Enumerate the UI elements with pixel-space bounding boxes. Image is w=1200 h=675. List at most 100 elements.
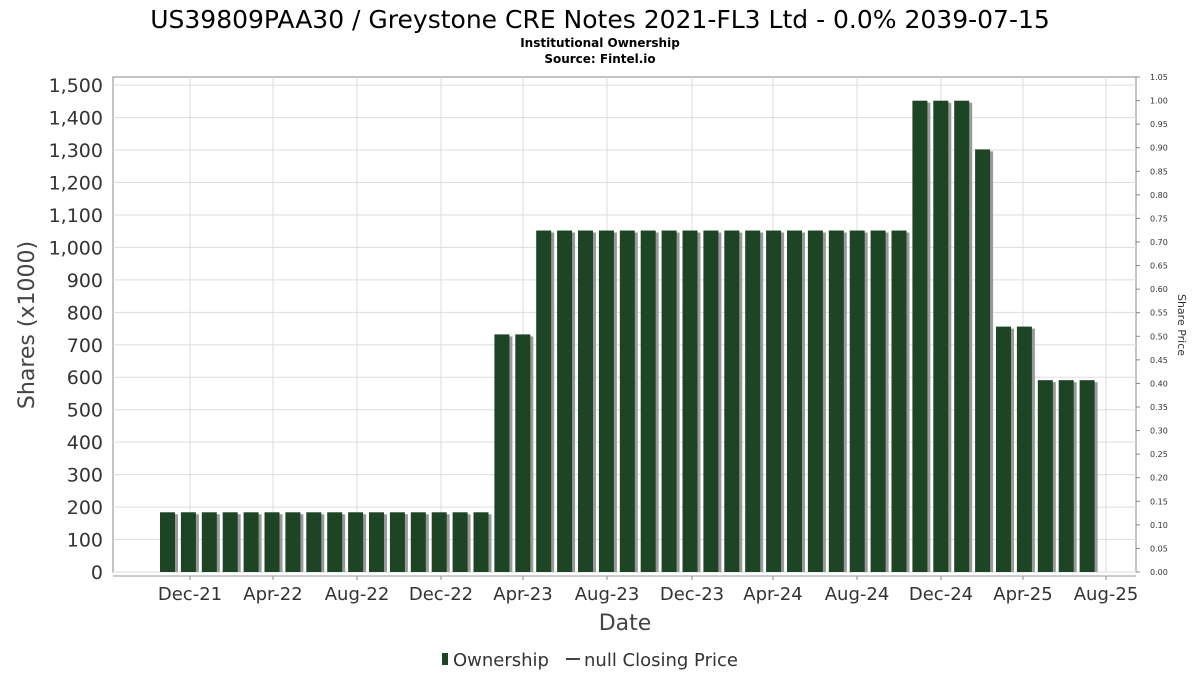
ownership-bar xyxy=(348,512,364,572)
ownership-bar xyxy=(557,230,573,573)
y2-tick-label: 0.45 xyxy=(1150,356,1168,365)
y-tick-label: 1,200 xyxy=(49,172,103,194)
ownership-bar xyxy=(494,334,510,572)
ownership-bar xyxy=(410,512,426,572)
y-tick-label: 1,000 xyxy=(49,237,103,259)
ownership-bar xyxy=(243,512,259,572)
y-tick-label: 0 xyxy=(91,562,103,584)
ownership-bar xyxy=(724,230,740,573)
ownership-bar xyxy=(160,512,175,572)
ownership-bar xyxy=(954,100,970,573)
ownership-bar xyxy=(787,230,802,573)
y2-tick-label: 0.85 xyxy=(1150,167,1168,176)
ownership-bar xyxy=(849,230,865,573)
y2-tick-label: 0.05 xyxy=(1150,544,1168,553)
legend-ownership-swatch xyxy=(442,653,448,665)
y2-tick-label: 0.20 xyxy=(1150,474,1168,483)
ownership-bar xyxy=(640,230,656,573)
x-tick-label: Aug-23 xyxy=(575,584,640,605)
ownership-bar xyxy=(222,512,238,572)
y-tick-label: 400 xyxy=(67,432,103,454)
ownership-bar xyxy=(515,334,531,572)
x-tick-label: Dec-23 xyxy=(660,584,724,605)
chart-source: Source: Fintel.io xyxy=(544,52,655,66)
y2-tick-label: 0.55 xyxy=(1150,309,1168,318)
x-tick-label: Dec-22 xyxy=(409,584,473,605)
ownership-bar xyxy=(180,512,196,572)
ownership-bar xyxy=(682,230,698,573)
x-axis-label: Date xyxy=(599,611,652,636)
ownership-bar xyxy=(828,230,844,573)
ownership-bar xyxy=(536,230,552,573)
y2-tick-label: 0.90 xyxy=(1150,144,1168,153)
ownership-bar xyxy=(431,512,447,572)
ownership-bar xyxy=(870,230,886,573)
y-tick-label: 200 xyxy=(67,497,103,519)
y2-tick-label: 0.65 xyxy=(1150,262,1168,271)
ownership-bar xyxy=(745,230,761,573)
y2-tick-label: 0.35 xyxy=(1150,403,1168,412)
y2-tick-label: 0.95 xyxy=(1150,120,1168,129)
legend-price: null Closing Price xyxy=(584,650,738,671)
ownership-bar xyxy=(1058,380,1074,572)
ownership-bar xyxy=(912,100,928,573)
ownership-bar xyxy=(1016,326,1032,572)
y-tick-label: 800 xyxy=(67,302,103,324)
ownership-bar xyxy=(996,326,1011,572)
x-tick-label: Apr-24 xyxy=(743,584,802,605)
ownership-bar xyxy=(201,512,217,572)
ownership-bar xyxy=(598,230,614,573)
y2-tick-label: 0.75 xyxy=(1150,214,1168,223)
ownership-bar xyxy=(1037,380,1053,572)
ownership-bar xyxy=(807,230,823,573)
y2-tick-label: 0.15 xyxy=(1150,497,1168,506)
y2-axis-label: Share Price xyxy=(1175,294,1188,356)
ownership-bar xyxy=(661,230,677,573)
ownership-bar xyxy=(389,512,405,572)
x-tick-label: Apr-23 xyxy=(493,584,552,605)
x-tick-label: Aug-22 xyxy=(325,584,390,605)
ownership-bar xyxy=(891,230,907,573)
ownership-bar xyxy=(975,149,991,572)
ownership-bar xyxy=(619,230,635,573)
ownership-bar xyxy=(264,512,280,572)
y-tick-label: 1,100 xyxy=(49,205,103,227)
x-tick-label: Aug-25 xyxy=(1074,584,1139,605)
y2-tick-label: 0.80 xyxy=(1150,191,1168,200)
y2-tick-label: 0.25 xyxy=(1150,450,1168,459)
x-tick-label: Dec-24 xyxy=(909,584,973,605)
y-tick-label: 300 xyxy=(67,465,103,487)
ownership-bar xyxy=(703,230,719,573)
y-tick-label: 1,400 xyxy=(49,108,103,130)
ownership-bar xyxy=(933,100,949,573)
y-tick-label: 600 xyxy=(67,367,103,389)
x-tick-label: Apr-25 xyxy=(993,584,1052,605)
y-tick-label: 700 xyxy=(67,335,103,357)
ownership-bar xyxy=(473,512,489,572)
y2-tick-label: 0.00 xyxy=(1150,568,1168,577)
y2-tick-label: 0.70 xyxy=(1150,238,1168,247)
ownership-bar xyxy=(578,230,593,573)
ownership-bar xyxy=(306,512,322,572)
chart-title: US39809PAA30 / Greystone CRE Notes 2021-… xyxy=(150,5,1050,34)
x-tick-label: Aug-24 xyxy=(825,584,890,605)
y2-tick-label: 0.10 xyxy=(1150,521,1168,530)
y-tick-label: 100 xyxy=(67,530,103,552)
y-tick-label: 1,300 xyxy=(49,140,103,162)
ownership-bar xyxy=(327,512,343,572)
y-axis-label: Shares (x1000) xyxy=(15,241,40,409)
ownership-bar xyxy=(452,512,468,572)
y2-tick-label: 0.50 xyxy=(1150,332,1168,341)
x-tick-label: Apr-22 xyxy=(243,584,302,605)
y2-tick-label: 0.40 xyxy=(1150,379,1168,388)
ownership-bar xyxy=(369,512,384,572)
y2-tick-label: 1.05 xyxy=(1150,73,1168,82)
x-tick-label: Dec-21 xyxy=(158,584,222,605)
y2-tick-label: 1.00 xyxy=(1150,97,1168,106)
y-tick-label: 900 xyxy=(67,270,103,292)
ownership-bar xyxy=(285,512,301,572)
y2-tick-label: 0.30 xyxy=(1150,427,1168,436)
legend-ownership: Ownership xyxy=(453,650,549,671)
y2-tick-label: 0.60 xyxy=(1150,285,1168,294)
